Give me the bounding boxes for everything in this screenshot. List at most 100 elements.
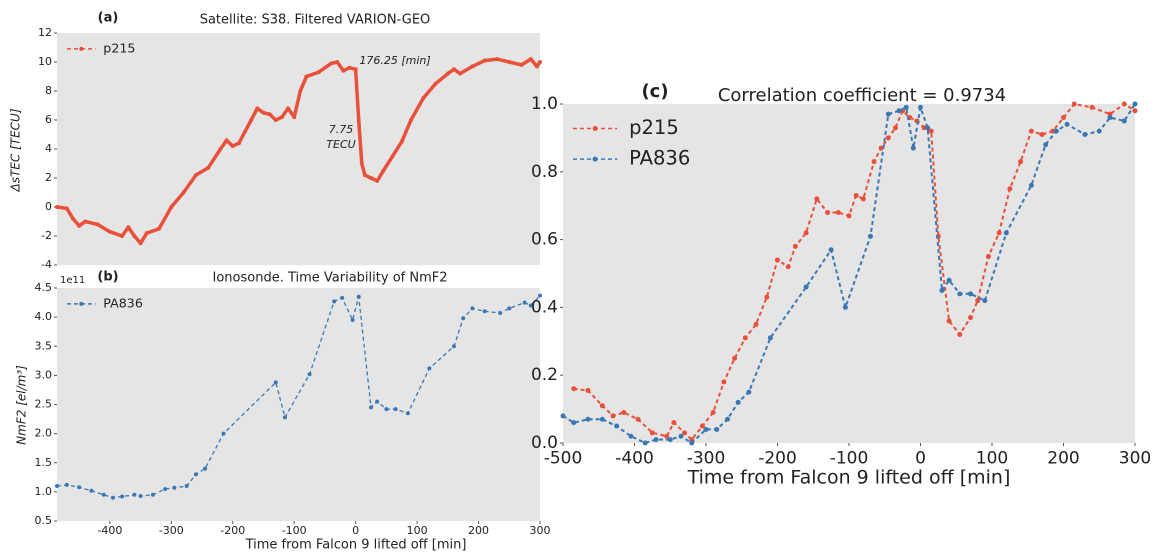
panel-label: (b) [97,270,118,285]
y-tick-label: 12 [38,26,52,39]
data-point [279,115,284,120]
y-tick-label: 4.0 [35,310,53,323]
chart-title: Correlation coefficient = 0.9734 [718,85,1006,106]
data-point [120,494,125,499]
data-point [172,485,177,490]
data-point [64,482,69,487]
data-point [803,284,809,290]
legend-marker [592,125,598,131]
data-point [375,178,380,183]
y-tick-label: 2.5 [35,398,53,411]
x-tick-label: 300 [1119,448,1151,468]
data-point [286,106,291,111]
chart-title: Satellite: S38. Filtered VARION-GEO [200,13,431,28]
data-point [107,229,112,234]
data-point [571,386,577,392]
data-point [825,209,831,215]
data-point [946,318,952,324]
data-point [585,416,591,422]
data-point [903,104,909,110]
y-tick-label: 1.0 [35,485,53,498]
chart-title: Ionosonde. Time Variability of NmF2 [213,271,448,286]
data-point [138,493,143,498]
data-point [304,74,309,79]
data-point [335,60,340,64]
panel-label: (a) [98,11,119,26]
data-point [55,205,59,209]
x-axis-label: Time from Falcon 9 lifted off [min] [687,467,1011,489]
data-point [507,306,512,311]
x-tick-label: 200 [468,524,489,537]
data-point [921,125,927,131]
data-point [860,196,866,202]
data-point [193,472,198,477]
y-tick-label: 6 [45,113,52,126]
data-point [671,420,677,426]
data-point [132,492,137,497]
data-point [1050,128,1056,134]
data-point [1028,182,1034,188]
data-point [957,291,963,297]
data-point [871,159,877,165]
data-point [144,231,149,236]
data-point [369,405,374,410]
data-point [996,230,1002,236]
data-point [451,344,456,349]
data-point [735,399,741,405]
data-point [261,110,266,115]
y-tick-label: 0.6 [531,230,558,250]
data-point [785,264,791,270]
data-point [968,291,974,297]
data-point [458,71,463,76]
x-tick-label: 0 [915,448,926,468]
data-point [298,89,303,93]
data-point [70,216,75,221]
data-point [585,387,591,393]
data-point [522,300,527,305]
data-point [1061,115,1066,121]
data-point [1028,128,1034,134]
y-tick-label: 0.0 [531,433,558,453]
data-point [316,70,321,75]
data-point [169,205,174,209]
data-point [721,379,727,385]
y-tick-label: 0.8 [531,162,558,182]
y-tick-label: 10 [38,55,52,68]
data-point [985,254,991,260]
data-point [835,209,841,215]
data-point [292,115,297,120]
data-point [83,219,88,224]
x-tick-label: 200 [1047,448,1079,468]
x-tick-label: -100 [282,524,307,537]
data-point [1007,186,1013,192]
data-point [1003,230,1009,236]
data-point [928,128,934,134]
data-point [910,145,916,151]
data-point [842,304,848,310]
data-point [534,64,539,69]
y-tick-label: 3.0 [35,368,53,381]
y-tick-label: 1.0 [531,94,558,114]
data-point [925,125,931,131]
data-point [775,257,780,263]
data-point [732,355,738,361]
data-point [350,318,355,323]
x-tick-label: -200 [220,524,245,537]
data-point [635,416,641,422]
data-point [405,411,410,416]
data-point [393,407,398,412]
legend-marker [79,46,84,51]
data-point [89,488,94,493]
data-point [218,147,223,151]
data-point [150,492,155,497]
x-tick-label: -100 [830,448,869,468]
data-point [384,407,389,412]
data-point [206,165,211,170]
data-point [767,335,773,341]
data-point [421,96,426,101]
data-point [939,287,945,293]
data-point [282,415,287,420]
y-tick-label: 4 [45,142,52,155]
data-point [132,234,137,238]
data-point [614,423,620,429]
